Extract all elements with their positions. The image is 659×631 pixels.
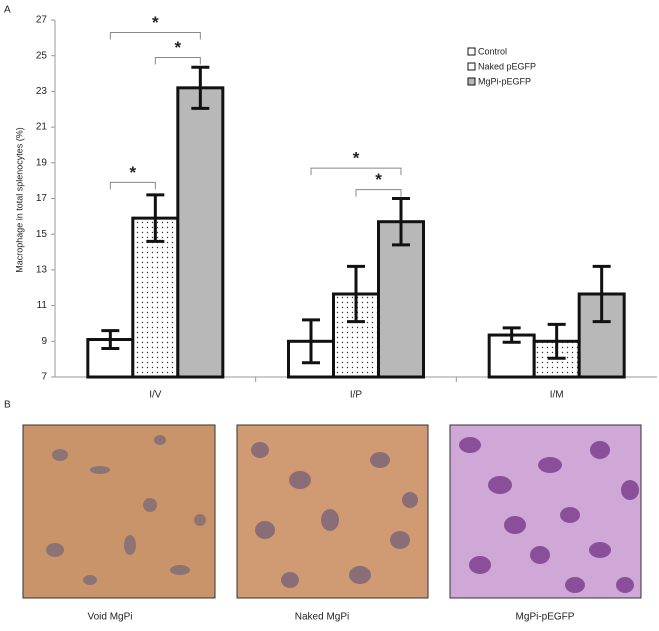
x-tick-label: I/P xyxy=(350,390,363,401)
y-tick-label: 23 xyxy=(36,86,48,97)
image-caption: MgPi-pEGFP xyxy=(516,612,575,623)
significance-bracket xyxy=(310,167,402,176)
error-bar xyxy=(191,65,210,110)
significance-bracket xyxy=(355,189,402,197)
legend-label: MgPi-pEGFP xyxy=(478,76,531,86)
significance-star: * xyxy=(175,38,182,57)
y-tick-label: 19 xyxy=(36,157,48,168)
significance-bracket xyxy=(109,181,156,190)
error-bar xyxy=(347,264,365,324)
legend-label: Naked pEGFP xyxy=(478,61,536,71)
significance-bracket xyxy=(154,56,201,65)
legend-label: Control xyxy=(478,46,507,56)
y-tick-label: 25 xyxy=(36,50,48,61)
error-bar xyxy=(592,264,611,324)
bar xyxy=(377,220,425,379)
error-bar xyxy=(502,326,521,344)
significance-star: * xyxy=(130,163,137,182)
bar xyxy=(176,86,225,379)
y-axis-label: Macrophage in total splenocytes (%) xyxy=(14,127,24,273)
error-bar xyxy=(146,193,165,243)
image-caption: Void MgPi xyxy=(87,612,132,623)
y-tick-label: 17 xyxy=(36,193,48,204)
error-bar xyxy=(101,329,120,350)
micrograph xyxy=(22,424,642,599)
significance-star: * xyxy=(353,149,360,168)
image-caption: Naked MgPi xyxy=(295,612,349,623)
x-tick-label: I/V xyxy=(149,390,162,401)
panel-label: A xyxy=(4,5,11,16)
panel-label: B xyxy=(4,400,11,411)
x-tick-label: I/M xyxy=(550,390,564,401)
significance-bracket xyxy=(109,31,201,40)
legend-swatch xyxy=(467,77,476,86)
legend-swatch xyxy=(467,47,476,56)
y-tick-label: 13 xyxy=(36,265,48,276)
error-bar xyxy=(302,318,320,365)
y-tick-label: 21 xyxy=(36,122,48,133)
y-tick-label: 9 xyxy=(41,336,47,347)
y-tick-label: 15 xyxy=(36,229,48,240)
significance-star: * xyxy=(375,170,382,189)
y-tick-label: 7 xyxy=(41,372,47,383)
error-bar xyxy=(547,322,566,360)
significance-star: * xyxy=(152,13,159,32)
legend-swatch xyxy=(467,62,476,71)
y-tick-label: 27 xyxy=(36,15,48,26)
y-tick-label: 11 xyxy=(37,300,48,311)
error-bar xyxy=(392,197,410,247)
